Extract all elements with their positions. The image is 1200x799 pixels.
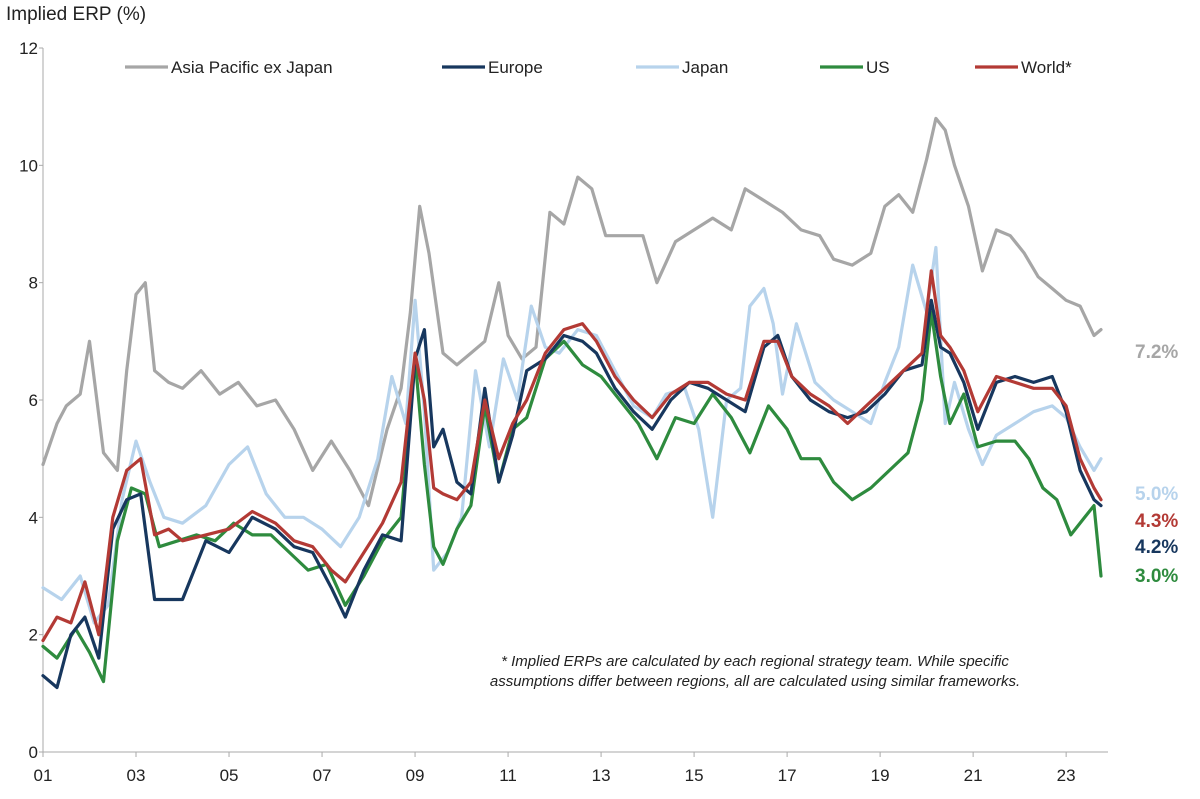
x-tick-label: 23 — [1057, 766, 1076, 785]
end-value-label: 4.2% — [1135, 537, 1178, 558]
series-line-asia-pacific-ex-japan — [41, 116, 1103, 508]
end-value-label: 5.0% — [1135, 484, 1178, 505]
footnote-line-2: assumptions differ between regions, all … — [490, 673, 1020, 690]
x-tick-label: 11 — [499, 766, 517, 785]
legend-label: Japan — [682, 58, 728, 77]
series-line-japan — [41, 245, 1103, 625]
end-value-labels: 7.2% 4.2% 5.0% 3.0% 4.3% — [1135, 342, 1178, 587]
series-line-world — [41, 269, 1103, 643]
legend: Asia Pacific ex Japan Europe Japan US World* — [125, 58, 1072, 77]
y-tick-labels: 0 2 4 6 8 10 12 — [19, 39, 43, 762]
axes — [42, 48, 1108, 753]
legend-label: US — [866, 58, 890, 77]
x-tick-label: 09 — [406, 766, 425, 785]
series-line-europe — [41, 298, 1103, 690]
y-tick-label: 10 — [19, 156, 38, 175]
y-tick-label: 4 — [29, 508, 38, 527]
series-line-us — [41, 310, 1103, 684]
footnote-line-1: * Implied ERPs are calculated by each re… — [501, 653, 1009, 670]
end-value-label: 7.2% — [1135, 342, 1178, 363]
x-tick-label: 03 — [127, 766, 146, 785]
x-tick-label: 19 — [871, 766, 890, 785]
legend-label: Asia Pacific ex Japan — [171, 58, 333, 77]
x-tick-label: 17 — [778, 766, 797, 785]
x-tick-label: 01 — [34, 766, 53, 785]
y-tick-label: 6 — [29, 391, 38, 410]
x-tick-label: 13 — [592, 766, 611, 785]
y-tick-label: 8 — [29, 274, 38, 293]
x-tick-label: 07 — [313, 766, 332, 785]
x-tick-label: 21 — [964, 766, 983, 785]
y-tick-label: 2 — [29, 626, 38, 645]
legend-label: World* — [1021, 58, 1072, 77]
y-tick-label: 12 — [19, 39, 38, 58]
end-value-label: 4.3% — [1135, 511, 1178, 532]
legend-label: Europe — [488, 58, 543, 77]
x-tick-label: 05 — [220, 766, 239, 785]
x-tick-label: 15 — [685, 766, 704, 785]
footnote: * Implied ERPs are calculated by each re… — [490, 653, 1020, 690]
y-tick-label: 0 — [29, 743, 38, 762]
x-tick-labels: 01 03 05 07 09 11 13 15 17 19 21 23 — [34, 752, 1076, 785]
end-value-label: 3.0% — [1135, 566, 1178, 587]
y-axis-title: Implied ERP (%) — [6, 4, 146, 25]
series-lines — [41, 116, 1103, 690]
